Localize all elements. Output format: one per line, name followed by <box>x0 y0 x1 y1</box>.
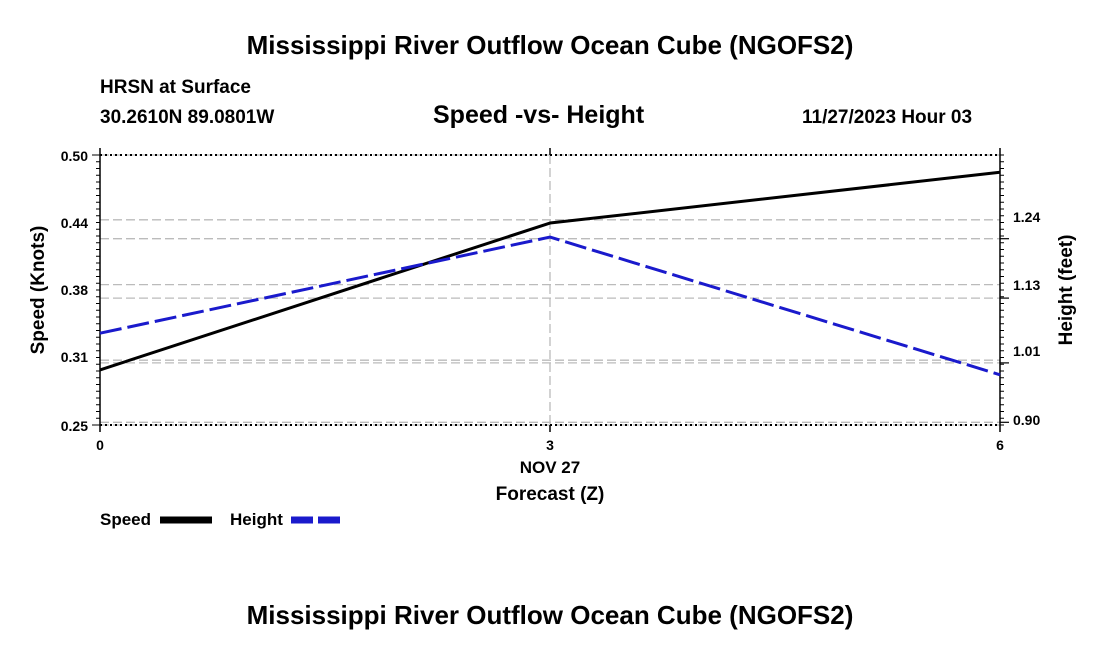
footer-title: Mississippi River Outflow Ocean Cube (NG… <box>246 600 854 630</box>
series-line-height <box>99 235 1001 377</box>
y-left-axis-title: Speed (Knots) <box>28 226 49 355</box>
speed-height-chart: 0.25 0.31 0.38 0.44 0.50 0.90 1.01 1.13 … <box>28 148 1077 529</box>
y-left-tick-label: 0.50 <box>61 148 88 164</box>
y-left-tick-label: 0.44 <box>61 215 88 231</box>
y-left-tick-label: 0.38 <box>61 282 88 298</box>
legend: Speed Height <box>100 510 342 529</box>
y-right-tick-label: 1.13 <box>1013 277 1040 293</box>
plot-frame <box>92 148 1009 432</box>
grid-lines <box>100 154 1000 426</box>
y-right-tick-label: 1.01 <box>1013 343 1040 359</box>
y-left-tick-label: 0.25 <box>61 418 88 434</box>
x-axis-title: Forecast (Z) <box>496 484 605 505</box>
x-date-label: NOV 27 <box>520 458 580 477</box>
page-title: Mississippi River Outflow Ocean Cube (NG… <box>246 30 854 60</box>
y-right-tick-label: 1.24 <box>1013 209 1040 225</box>
series-line-speed <box>99 170 1001 372</box>
legend-label-speed: Speed <box>100 510 151 529</box>
y-right-axis-title: Height (feet) <box>1056 235 1077 346</box>
forecast-datetime: 11/27/2023 Hour 03 <box>802 107 973 128</box>
x-tick-label: 6 <box>996 437 1004 453</box>
x-tick-label: 0 <box>96 437 104 453</box>
station-label: HRSN at Surface <box>100 77 251 98</box>
series-lines <box>99 170 1001 377</box>
station-coordinates: 30.2610N 89.0801W <box>100 107 275 128</box>
y-right-tick-label: 0.90 <box>1013 412 1040 428</box>
x-tick-label: 3 <box>546 437 554 453</box>
legend-label-height: Height <box>230 510 283 529</box>
chart-title: Speed -vs- Height <box>433 101 645 129</box>
axis-labels: 0.25 0.31 0.38 0.44 0.50 0.90 1.01 1.13 … <box>28 148 1077 505</box>
y-left-tick-label: 0.31 <box>61 349 88 365</box>
